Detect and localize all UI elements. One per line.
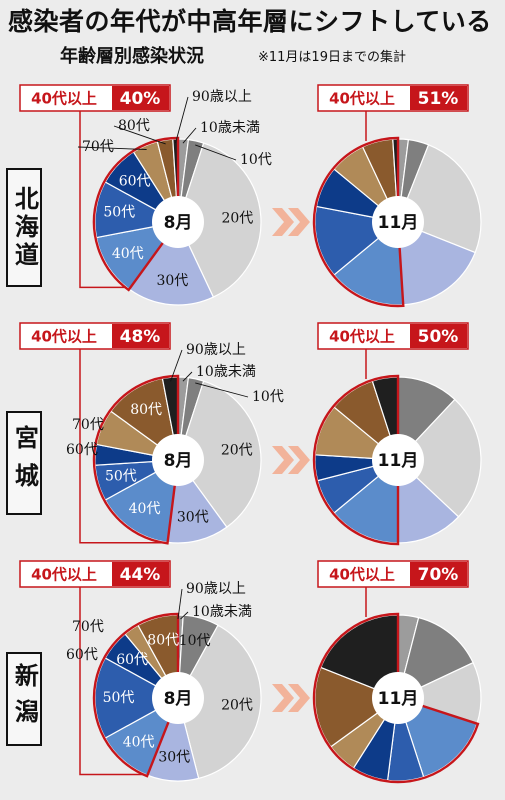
badge-prefix: 40代以上 — [31, 90, 97, 108]
badge-value: 48% — [120, 327, 161, 347]
badge-fill — [112, 324, 169, 348]
badge-fill — [112, 562, 169, 586]
badge-prefix: 40代以上 — [329, 90, 395, 108]
pie-center — [372, 434, 424, 486]
pie-center — [372, 196, 424, 248]
region-name: 宮城 — [10, 425, 40, 501]
slice-label: 10代 — [179, 633, 211, 649]
region-name: 新潟 — [10, 663, 40, 735]
region-label-miyagi: 宮城 — [6, 411, 42, 515]
month-label: 11月 — [378, 213, 419, 233]
headline-bar: 感染者の年代が中高年層にシフトしている — [0, 0, 505, 38]
leader-line — [79, 349, 164, 544]
chevron-arrow — [272, 446, 294, 474]
slice-label: 20代 — [221, 210, 253, 226]
slice-label: 50代 — [103, 205, 135, 221]
callout-line — [177, 588, 183, 620]
badge-prefix: 40代以上 — [31, 328, 97, 346]
callout-text: 10歳未満 — [200, 120, 260, 136]
chevron-arrow — [272, 684, 294, 712]
callout-line — [182, 127, 197, 144]
pie-center — [152, 672, 204, 724]
slice-label: 20代 — [221, 697, 253, 713]
callout-text: 10歳未満 — [192, 604, 252, 620]
callout-line — [180, 611, 189, 620]
callout-text: 60代 — [66, 442, 98, 458]
callout-text: 90歳以上 — [192, 89, 252, 105]
slice-label: 80代 — [130, 402, 162, 418]
slice-label: 80代 — [147, 632, 179, 648]
slice-label: 30代 — [158, 749, 190, 765]
chart-title: 年齢層別感染状況 — [60, 46, 204, 67]
month-label: 8月 — [164, 213, 193, 233]
chevron-arrow — [272, 208, 294, 236]
callout-line — [182, 371, 193, 382]
callout-line — [77, 146, 147, 150]
callout-text: 70代 — [82, 139, 114, 155]
region-label-niigata: 新潟 — [6, 652, 42, 746]
chevron-arrow — [288, 208, 310, 236]
callout-line — [195, 382, 249, 398]
badge-prefix: 40代以上 — [31, 566, 97, 584]
month-label: 8月 — [164, 689, 193, 709]
chevron-arrow — [288, 684, 310, 712]
badge-prefix: 40代以上 — [329, 328, 395, 346]
headline: 感染者の年代が中高年層にシフトしている — [8, 7, 492, 36]
leader-line — [79, 587, 144, 776]
slice-label: 40代 — [129, 501, 161, 517]
badge-value: 70% — [418, 565, 459, 585]
callout-text: 70代 — [72, 619, 104, 635]
callout-text: 90歳以上 — [186, 342, 246, 358]
callout-line — [175, 96, 189, 144]
slice-label: 50代 — [105, 469, 137, 485]
callout-line — [195, 144, 237, 161]
slice-label: 40代 — [123, 735, 155, 751]
callout-line — [113, 125, 166, 145]
chevron-arrow — [288, 446, 310, 474]
badge-fill — [410, 324, 467, 348]
callout-text: 10代 — [240, 152, 272, 168]
callout-line — [170, 349, 183, 382]
pie-center — [372, 672, 424, 724]
slice-label: 50代 — [103, 690, 135, 706]
badge-value: 44% — [120, 565, 161, 585]
callout-text: 10歳未満 — [196, 364, 256, 380]
badge-fill — [112, 86, 169, 110]
subtitle-bar: 年齢層別感染状況 ※11月は19日までの集計 — [0, 40, 505, 68]
badge-fill — [410, 86, 467, 110]
slice-label: 60代 — [119, 173, 151, 189]
month-label: 8月 — [164, 451, 193, 471]
callout-text: 70代 — [72, 417, 104, 433]
slice-label: 40代 — [112, 246, 144, 262]
slice-label: 30代 — [156, 273, 188, 289]
badge-value: 50% — [418, 327, 459, 347]
pie-center — [152, 434, 204, 486]
region-label-hokkaido: 北海道 — [6, 168, 42, 287]
note: ※11月は19日までの集計 — [258, 50, 406, 65]
slice-label: 60代 — [116, 652, 148, 668]
badge-fill — [410, 562, 467, 586]
callout-text: 60代 — [66, 647, 98, 663]
badge-value: 40% — [120, 89, 161, 109]
slice-label: 20代 — [221, 443, 253, 459]
slice-label: 30代 — [177, 510, 209, 526]
callout-text: 10代 — [252, 389, 284, 405]
leader-line — [79, 111, 126, 289]
badge-prefix: 40代以上 — [329, 566, 395, 584]
month-label: 11月 — [378, 689, 419, 709]
badge-value: 51% — [418, 89, 459, 109]
callout-text: 90歳以上 — [186, 581, 246, 597]
callout-text: 80代 — [118, 118, 150, 134]
month-label: 11月 — [378, 451, 419, 471]
pie-center — [152, 196, 204, 248]
region-name: 北海道 — [10, 185, 40, 270]
